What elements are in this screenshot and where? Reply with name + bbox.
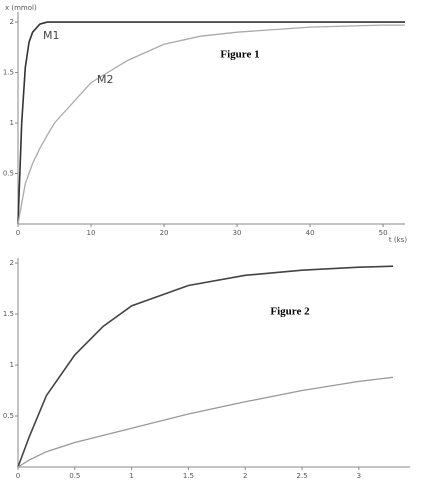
y-tick-label: 0.5	[3, 170, 14, 178]
line	[17, 24, 405, 225]
x-tick-label: 2.5	[296, 472, 307, 480]
x-tick-label: 0	[16, 472, 20, 480]
x-tick-label: 0	[16, 229, 20, 237]
y-axis-label: x (mmol)	[5, 4, 37, 12]
y-tick-label: 2	[10, 259, 14, 267]
series-label: M2	[97, 73, 114, 86]
y-tick-label: 1.5	[3, 69, 14, 77]
line	[17, 21, 405, 225]
line	[17, 376, 394, 468]
x-tick-label: 2	[243, 472, 247, 480]
line	[17, 265, 394, 468]
series-label: M1	[43, 29, 60, 42]
y-tick-label: 2	[10, 18, 14, 26]
x-tick-label: 0.5	[69, 472, 80, 480]
y-tick-label: 1.5	[3, 310, 14, 318]
y-tick-label: 0.5	[3, 412, 14, 420]
x-tick-label: 10	[87, 229, 96, 237]
x-tick-label: 20	[160, 229, 169, 237]
x-tick-label: 1	[129, 472, 133, 480]
x-axis-label: t (ks)	[389, 236, 407, 244]
chart-title: Figure 2	[270, 306, 310, 318]
y-tick-label: 1	[10, 119, 14, 127]
x-tick-label: 1.5	[183, 472, 194, 480]
x-tick-label: 50	[379, 229, 388, 237]
chart-title: Figure 1	[220, 49, 259, 61]
x-tick-label: 3	[357, 472, 361, 480]
x-tick-label: 30	[233, 229, 242, 237]
x-tick-label: 40	[306, 229, 315, 237]
y-tick-label: 1	[10, 361, 14, 369]
